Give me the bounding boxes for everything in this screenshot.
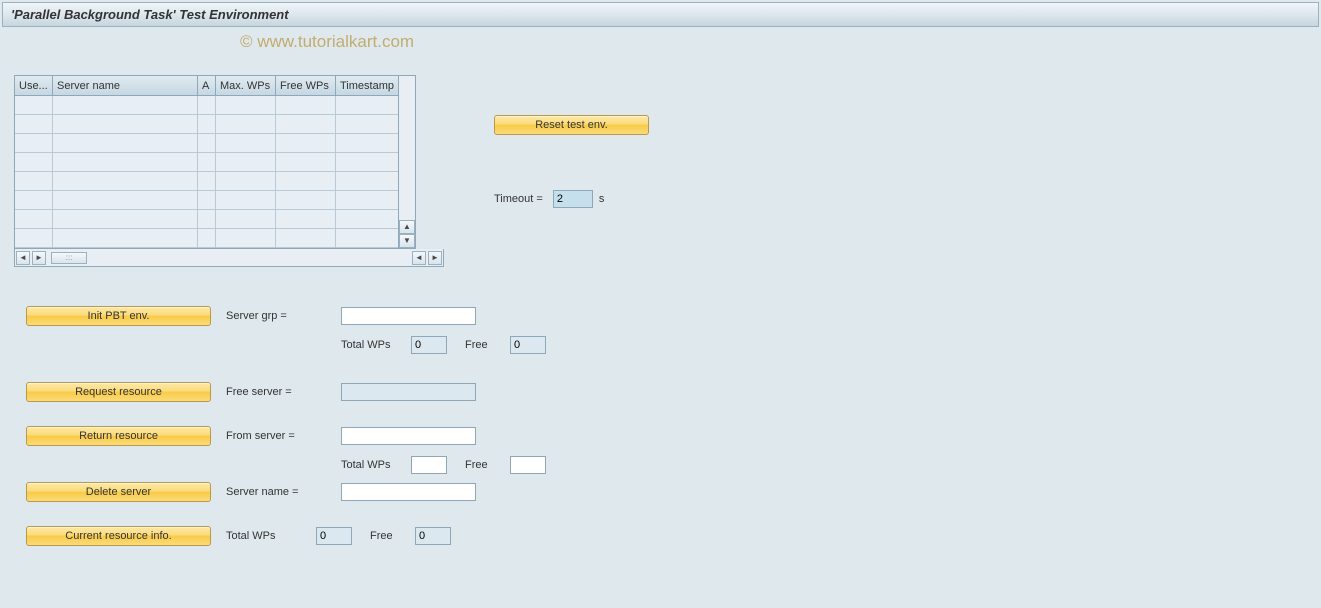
init-pbt-row: Init PBT env. Server grp =: [26, 305, 1319, 327]
return-wps-row: Total WPs Free: [341, 455, 1319, 475]
vertical-scrollbar[interactable]: ▲ ▼: [399, 75, 416, 249]
return-resource-button[interactable]: Return resource: [26, 426, 211, 446]
return-free-label: Free: [465, 459, 510, 471]
col-header-use[interactable]: Use...: [15, 76, 53, 96]
free-server-label: Free server =: [226, 386, 341, 398]
delete-server-label: Server name =: [226, 486, 341, 498]
scroll-right2-icon[interactable]: ►: [428, 251, 442, 265]
free-server-value: [341, 383, 476, 401]
scroll-right-icon[interactable]: ►: [32, 251, 46, 265]
init-pbt-button[interactable]: Init PBT env.: [26, 306, 211, 326]
col-header-free[interactable]: Free WPs: [276, 76, 336, 96]
server-grp-label: Server grp =: [226, 310, 341, 322]
return-total-wps-value[interactable]: [411, 456, 447, 474]
init-total-wps-value: [411, 336, 447, 354]
scroll-left-icon[interactable]: ◄: [16, 251, 30, 265]
request-resource-row: Request resource Free server =: [26, 381, 1319, 403]
request-resource-button[interactable]: Request resource: [26, 382, 211, 402]
col-header-a[interactable]: A: [198, 76, 216, 96]
init-free-label: Free: [465, 339, 510, 351]
delete-server-button[interactable]: Delete server: [26, 482, 211, 502]
table-row[interactable]: [15, 229, 398, 248]
server-grid: Use... Server name A Max. WPs Free WPs T…: [14, 75, 399, 249]
page-title: 'Parallel Background Task' Test Environm…: [11, 7, 289, 22]
grid-header: Use... Server name A Max. WPs Free WPs T…: [15, 76, 398, 96]
grid-body: [15, 96, 398, 248]
current-resource-info-button[interactable]: Current resource info.: [26, 526, 211, 546]
current-info-row: Current resource info. Total WPs Free: [26, 525, 1319, 547]
scroll-thumb[interactable]: :::: [51, 252, 87, 264]
init-free-value: [510, 336, 546, 354]
current-total-wps-value: [316, 527, 352, 545]
timeout-label: Timeout =: [494, 193, 543, 205]
content-area: Use... Server name A Max. WPs Free WPs T…: [0, 75, 1321, 547]
table-row[interactable]: [15, 115, 398, 134]
timeout-unit: s: [599, 193, 605, 205]
watermark: © www.tutorialkart.com: [240, 32, 414, 52]
table-row[interactable]: [15, 153, 398, 172]
delete-server-row: Delete server Server name =: [26, 481, 1319, 503]
timeout-input[interactable]: [553, 190, 593, 208]
table-row[interactable]: [15, 191, 398, 210]
horizontal-scrollbar[interactable]: ◄ ► ::: ◄ ►: [14, 249, 444, 267]
timeout-row: Timeout = s: [494, 190, 649, 208]
col-header-server[interactable]: Server name: [53, 76, 198, 96]
scroll-up-icon[interactable]: ▲: [399, 220, 415, 234]
table-row[interactable]: [15, 134, 398, 153]
init-wps-row: Total WPs Free: [341, 335, 1319, 355]
scroll-down-icon[interactable]: ▼: [399, 234, 415, 248]
right-panel: Reset test env. Timeout = s: [494, 75, 649, 267]
server-grp-input[interactable]: [341, 307, 476, 325]
return-free-value[interactable]: [510, 456, 546, 474]
init-total-wps-label: Total WPs: [341, 339, 411, 351]
reset-test-env-button[interactable]: Reset test env.: [494, 115, 649, 135]
server-table-region: Use... Server name A Max. WPs Free WPs T…: [14, 75, 444, 267]
return-total-wps-label: Total WPs: [341, 459, 411, 471]
delete-server-input[interactable]: [341, 483, 476, 501]
from-server-input[interactable]: [341, 427, 476, 445]
from-server-label: From server =: [226, 430, 341, 442]
table-row[interactable]: [15, 172, 398, 191]
title-bar: 'Parallel Background Task' Test Environm…: [2, 2, 1319, 27]
top-section: Use... Server name A Max. WPs Free WPs T…: [14, 75, 1319, 267]
form-rows: Init PBT env. Server grp = Total WPs Fre…: [26, 305, 1319, 547]
return-resource-row: Return resource From server =: [26, 425, 1319, 447]
table-row[interactable]: [15, 96, 398, 115]
current-free-label: Free: [370, 530, 415, 542]
col-header-timestamp[interactable]: Timestamp: [336, 76, 398, 96]
table-row[interactable]: [15, 210, 398, 229]
current-total-wps-label: Total WPs: [226, 530, 316, 542]
current-free-value: [415, 527, 451, 545]
col-header-max[interactable]: Max. WPs: [216, 76, 276, 96]
scroll-left2-icon[interactable]: ◄: [412, 251, 426, 265]
